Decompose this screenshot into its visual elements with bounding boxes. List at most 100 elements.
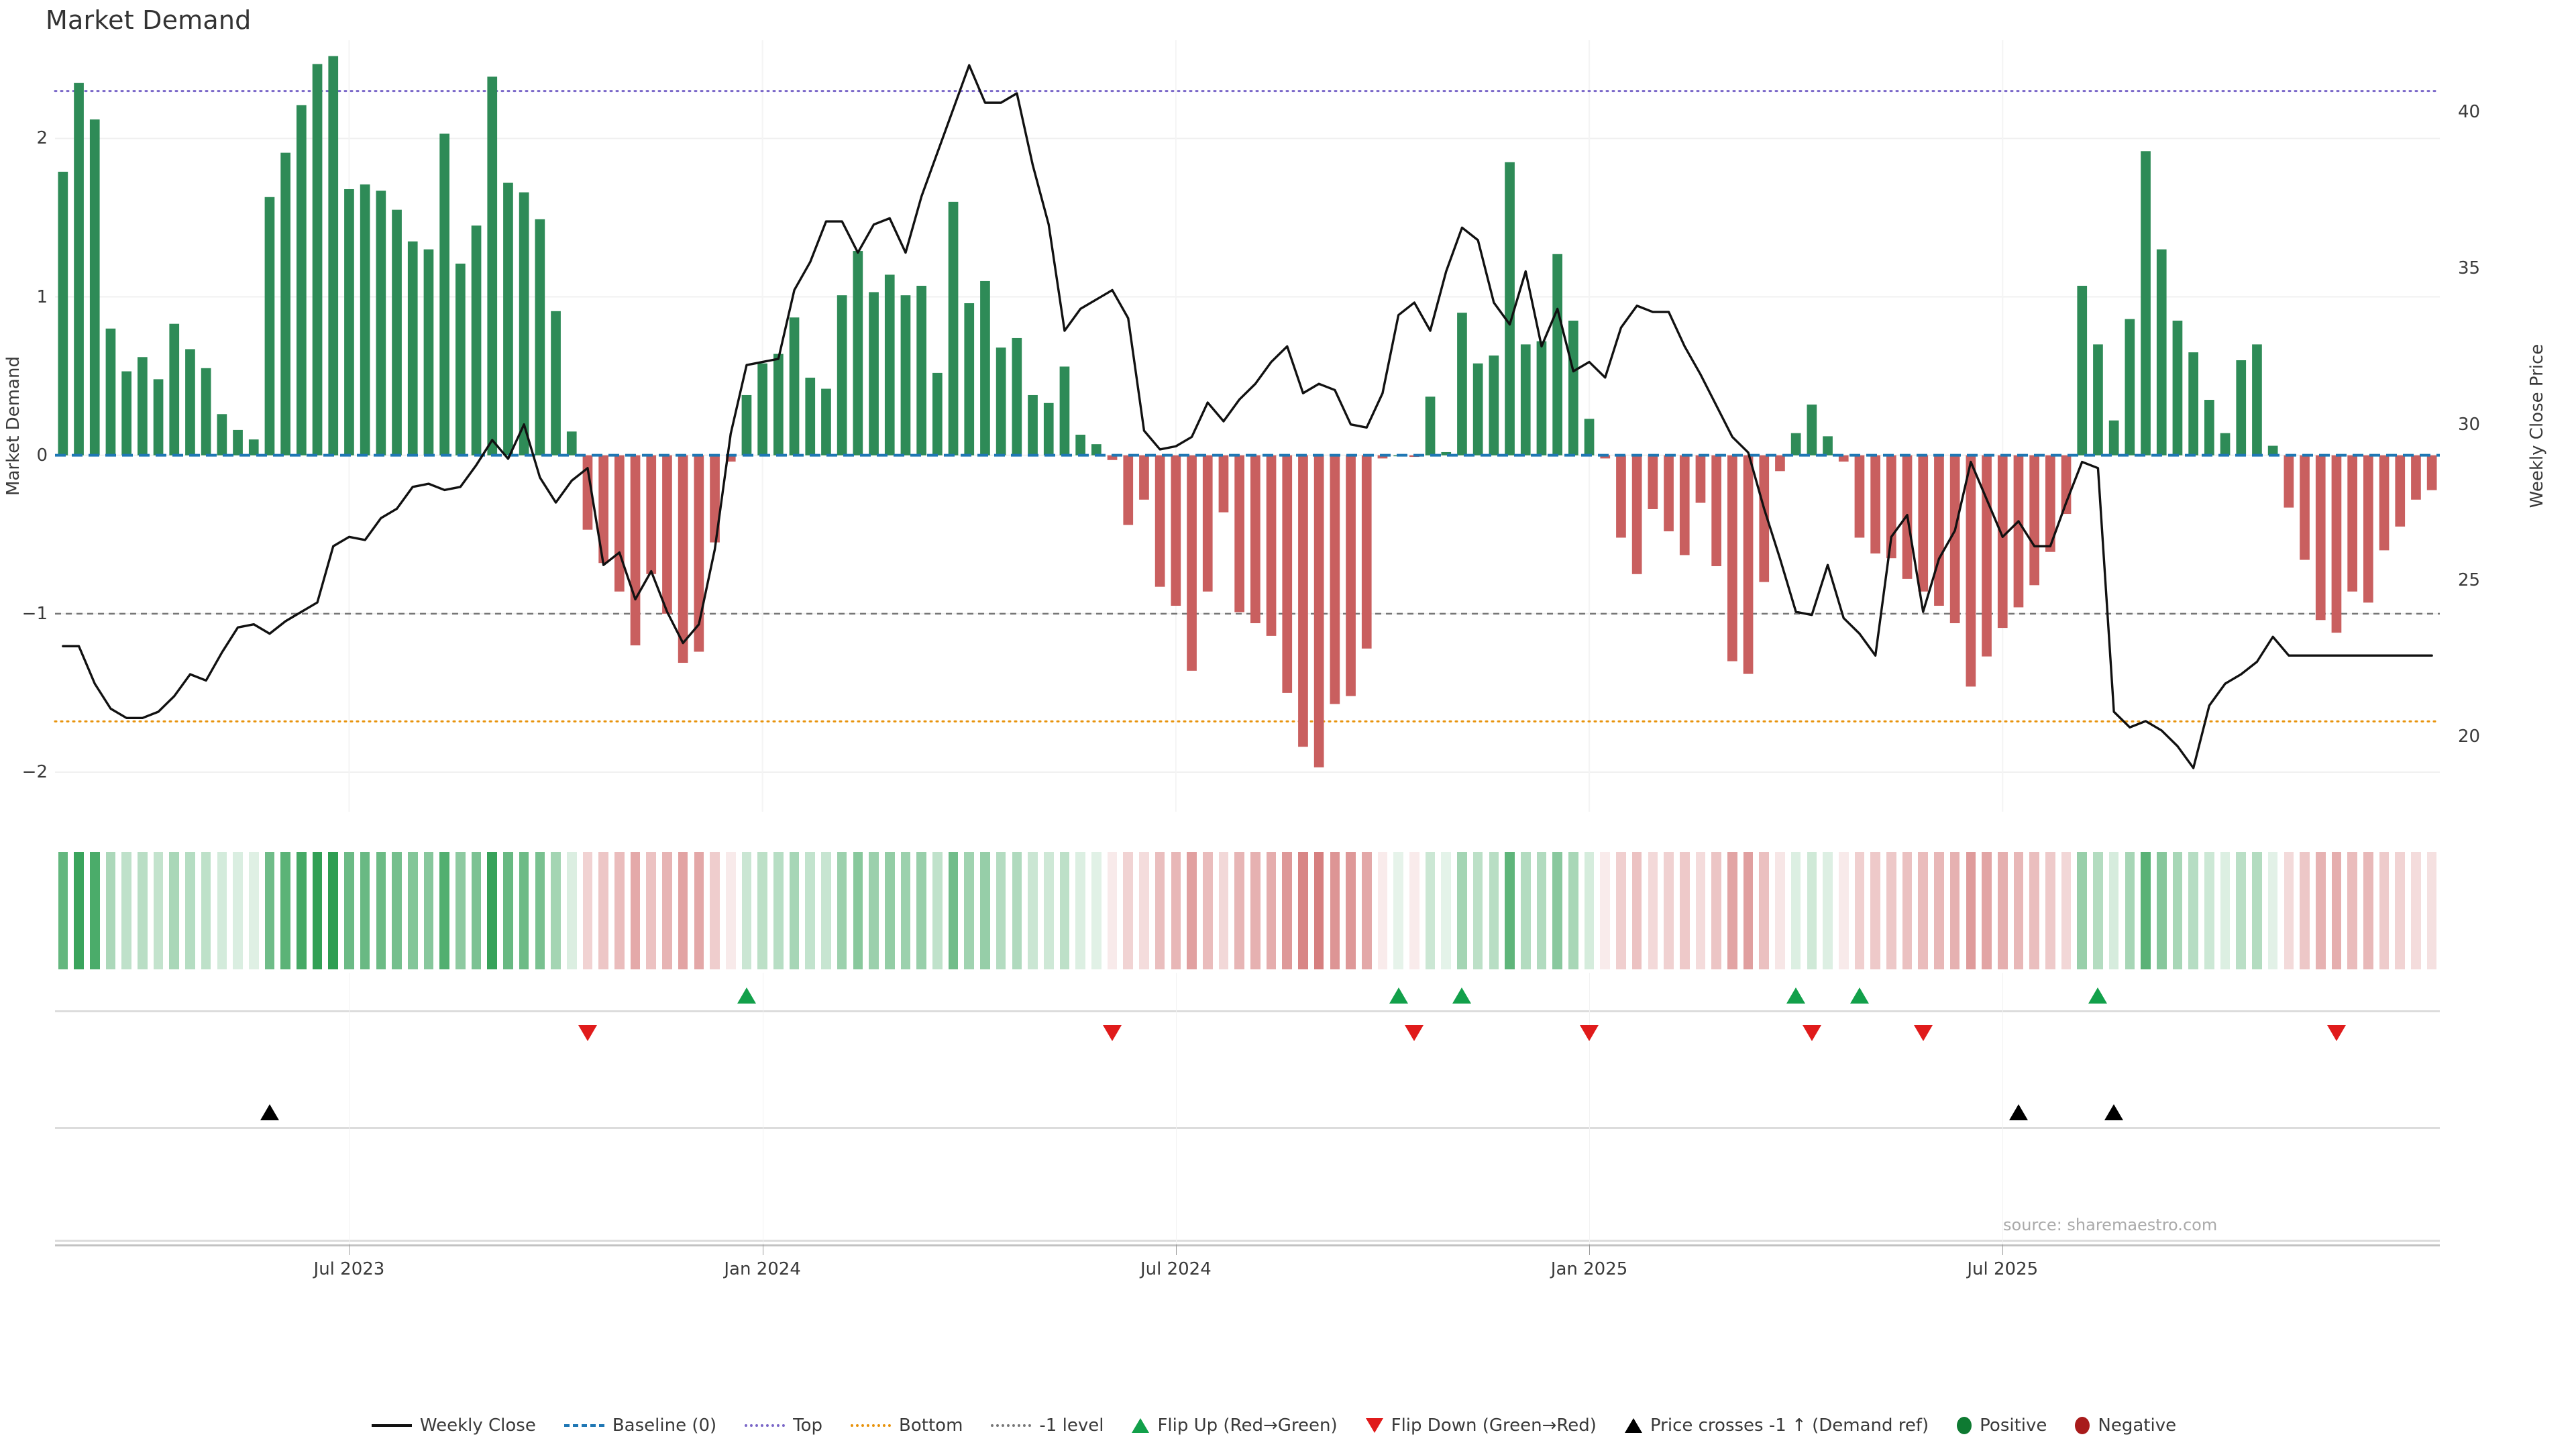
demand-bar [1775, 455, 1785, 472]
demand-bars [58, 56, 2437, 767]
demand-bar [1234, 455, 1244, 612]
demand-bar [1043, 402, 1054, 455]
demand-bar [1918, 455, 1929, 592]
demand-bar [2045, 455, 2055, 552]
price-cross-marker[interactable] [260, 1104, 279, 1120]
demand-bar [1298, 455, 1308, 747]
heatstrip-cell [662, 852, 672, 969]
demand-bar [678, 455, 688, 663]
heatstrip-cell [741, 852, 752, 969]
flip-down-marker[interactable] [1802, 1025, 1821, 1041]
flip-up-marker[interactable] [1389, 987, 1408, 1004]
demand-bar [1870, 455, 1880, 554]
heatstrip-cell [1043, 852, 1054, 969]
flip-up-marker[interactable] [737, 987, 756, 1004]
heatstrip-cell [1505, 852, 1515, 969]
demand-bar [2426, 455, 2437, 490]
heatstrip-cell [2156, 852, 2167, 969]
left-axis-label: Market Demand [3, 356, 23, 496]
dot-marker-red-icon [2075, 1417, 2090, 1434]
demand-bar [1313, 455, 1324, 767]
flip-up-marker[interactable] [1849, 987, 1869, 1004]
heatstrip-cell [1600, 852, 1611, 969]
right-axis-tick: 40 [2458, 102, 2481, 123]
heatstrip-cell [1298, 852, 1308, 969]
demand-bar [694, 455, 704, 652]
demand-bar [805, 377, 816, 455]
x-axis-tick [349, 1244, 350, 1255]
demand-bar [1934, 455, 1944, 606]
heatstrip-cell [1982, 852, 1992, 969]
demand-bar [1075, 434, 1085, 455]
demand-bar [1250, 455, 1260, 623]
legend-item[interactable]: Price crosses -1 ↑ (Demand ref) [1624, 1415, 1929, 1436]
flip-down-marker[interactable] [2326, 1025, 2346, 1041]
demand-bar [916, 286, 926, 455]
demand-bar [1631, 455, 1642, 574]
heatstrip-cell [2252, 852, 2262, 969]
legend-item[interactable]: Flip Up (Red→Green) [1132, 1415, 1338, 1436]
heatstrip-cell [1377, 852, 1388, 969]
marker-vgrid [1175, 973, 1177, 1244]
demand-bar [837, 295, 847, 455]
heatstrip-cell [566, 852, 577, 969]
demand-bar [138, 357, 148, 455]
legend-item[interactable]: Negative [2075, 1415, 2176, 1436]
flip-down-marker[interactable] [1405, 1025, 1424, 1041]
legend-item[interactable]: Top [745, 1415, 822, 1436]
legend-item[interactable]: Weekly Close [371, 1415, 536, 1436]
heatstrip-cell [551, 852, 561, 969]
legend-item[interactable]: Bottom [851, 1415, 963, 1436]
heatstrip-cell [678, 852, 688, 969]
flip-down-marker[interactable] [1103, 1025, 1122, 1041]
heatstrip-cell [1568, 852, 1578, 969]
heatstrip-cell [1934, 852, 1944, 969]
legend-item[interactable]: Positive [1957, 1415, 2047, 1436]
heatstrip-cell [2363, 852, 2373, 969]
flip-down-marker[interactable] [1580, 1025, 1599, 1041]
heatstrip-cell [2331, 852, 2342, 969]
x-axis-tick-label: Jan 2024 [724, 1259, 801, 1279]
heatstrip-cell [2284, 852, 2294, 969]
demand-bar [217, 414, 227, 455]
heatstrip-cell [2125, 852, 2135, 969]
heatstrip-cell [2013, 852, 2024, 969]
demand-bar [710, 455, 720, 543]
legend-item[interactable]: Baseline (0) [564, 1415, 716, 1436]
demand-bar [376, 191, 386, 455]
marker-divider-bottom [55, 1240, 2440, 1242]
legend-item[interactable]: -1 level [991, 1415, 1104, 1436]
demand-bar [2379, 455, 2390, 551]
legend-item[interactable]: Flip Down (Green→Red) [1365, 1415, 1597, 1436]
demand-bar [1949, 455, 1960, 623]
marker-vgrid [349, 973, 350, 1244]
flip-up-marker[interactable] [1786, 987, 1806, 1004]
legend-label: Negative [2098, 1415, 2177, 1436]
demand-bar [1743, 455, 1754, 674]
signal-marker-panel [55, 973, 2440, 1244]
demand-bar [1202, 455, 1213, 592]
demand-bar [614, 455, 625, 592]
demand-bar [105, 328, 116, 455]
demand-bar [328, 56, 339, 455]
heatstrip-cell [980, 852, 990, 969]
flip-down-marker[interactable] [578, 1025, 597, 1041]
heatstrip-cell [1616, 852, 1626, 969]
demand-bar [455, 263, 466, 455]
heatstrip-cell [900, 852, 911, 969]
price-cross-marker[interactable] [2008, 1104, 2028, 1120]
demand-bar [741, 394, 752, 455]
demand-bar [233, 429, 243, 455]
heatstrip-cell [1234, 852, 1244, 969]
flip-up-marker[interactable] [1452, 987, 1472, 1004]
heatstrip-cell [1012, 852, 1022, 969]
heatstrip-cell [1584, 852, 1595, 969]
price-cross-marker[interactable] [2104, 1104, 2124, 1120]
demand-bar [169, 323, 180, 455]
heatstrip-cell [1790, 852, 1801, 969]
heatstrip-cell [996, 852, 1006, 969]
demand-bar [1679, 455, 1690, 555]
heatstrip-cell [1282, 852, 1293, 969]
flip-up-marker[interactable] [2088, 987, 2108, 1004]
flip-down-marker[interactable] [1913, 1025, 1933, 1041]
